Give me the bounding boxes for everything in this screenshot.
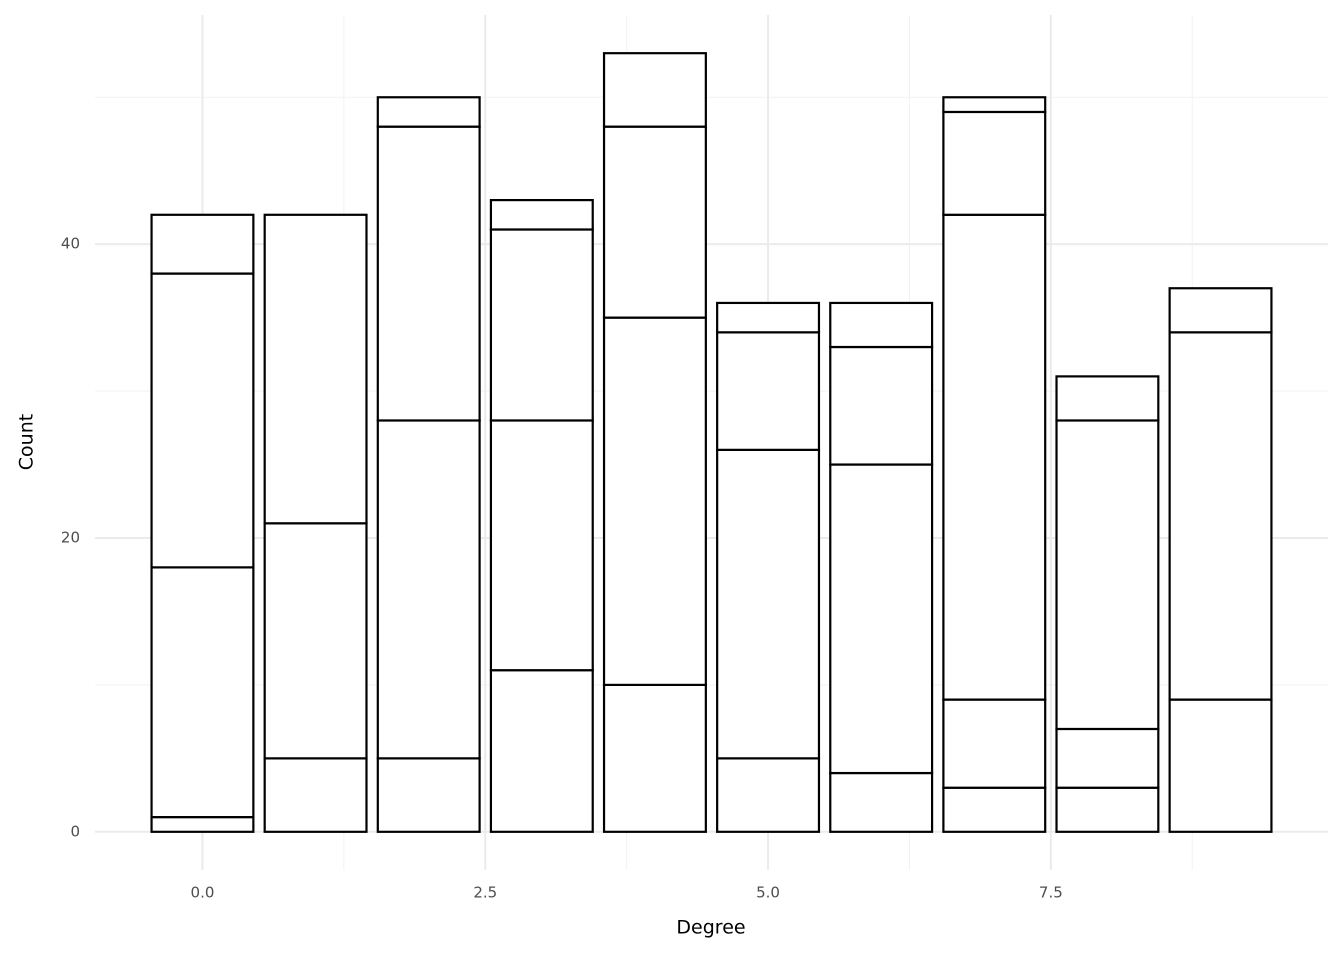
- bar-segment: [942, 110, 1047, 216]
- bar-segment: [150, 272, 255, 569]
- bar-segment: [263, 757, 368, 833]
- bar-segment: [150, 816, 255, 833]
- bar-segment: [1168, 287, 1273, 334]
- layer: [150, 52, 1273, 833]
- x-tick-label: 2.5: [473, 884, 497, 902]
- x-tick-label: 0.0: [191, 884, 215, 902]
- bar-segment: [942, 698, 1047, 789]
- bar-segment: [1168, 698, 1273, 833]
- bar-segment: [150, 566, 255, 819]
- bar-segment: [829, 301, 934, 349]
- bar-segment: [942, 96, 1047, 114]
- bar-segment: [829, 345, 934, 466]
- bar-segment: [376, 96, 481, 128]
- bar-segment: [602, 683, 707, 833]
- bar-segment: [1055, 786, 1160, 833]
- bar-segment: [1055, 375, 1160, 422]
- bar-segment: [1055, 727, 1160, 789]
- y-tick-label: 40: [61, 235, 80, 253]
- bar-segment: [716, 301, 821, 334]
- y-axis-title: Count: [16, 414, 38, 470]
- bar-segment: [150, 213, 255, 275]
- x-tick-label: 7.5: [1039, 884, 1063, 902]
- bar-segment: [716, 757, 821, 833]
- bar-segment: [489, 669, 594, 833]
- y-tick-label: 0: [70, 822, 80, 840]
- bar-segment: [489, 228, 594, 422]
- y-tick-label: 20: [61, 528, 80, 546]
- bar-segment: [602, 316, 707, 686]
- bar-segment: [1055, 419, 1160, 731]
- bar-segment: [602, 52, 707, 128]
- bar-segment: [376, 125, 481, 422]
- x-tick-label: 5.0: [756, 884, 780, 902]
- bar-segment: [716, 331, 821, 451]
- bar-segment: [263, 213, 368, 525]
- bar-segment: [716, 448, 821, 760]
- x-axis-title: Degree: [676, 917, 745, 939]
- bar-segment: [829, 771, 934, 833]
- bar-segment: [942, 213, 1047, 701]
- bar-segment: [829, 463, 934, 775]
- bar-segment: [602, 125, 707, 319]
- bar-segment: [1168, 331, 1273, 701]
- bar-segment: [489, 199, 594, 231]
- bar-segment: [942, 786, 1047, 833]
- bar-segment: [376, 757, 481, 833]
- bar-segment: [489, 419, 594, 672]
- bar-segment: [376, 419, 481, 760]
- bar-segment: [263, 522, 368, 760]
